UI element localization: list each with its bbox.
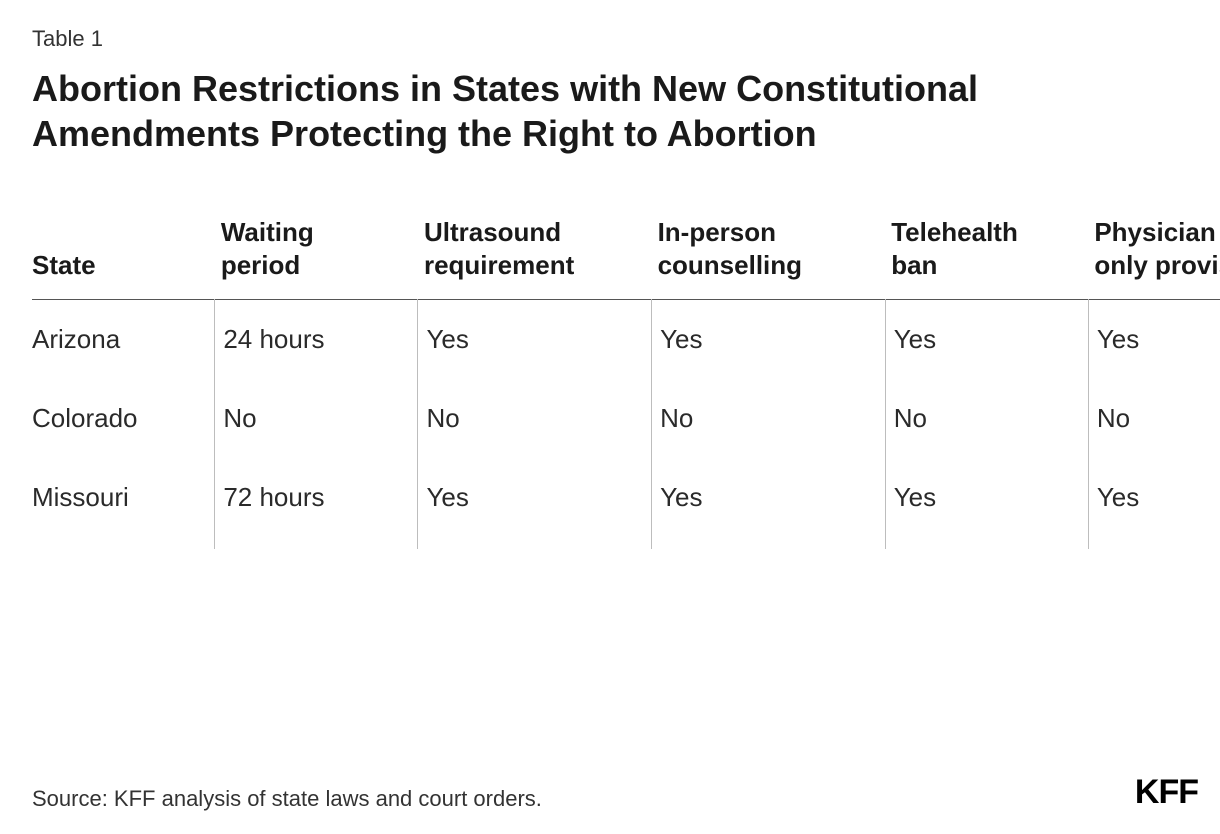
cell-physician: Yes xyxy=(1088,300,1220,380)
cell-state: Arizona xyxy=(32,300,215,380)
cell-state: Missouri xyxy=(32,458,215,549)
cell-ultrasound: No xyxy=(418,379,652,458)
cell-ultrasound: Yes xyxy=(418,458,652,549)
cell-physician: No xyxy=(1088,379,1220,458)
cell-state: Colorado xyxy=(32,379,215,458)
cell-in-person: No xyxy=(652,379,886,458)
col-header-waiting-period: Waiting period xyxy=(215,216,418,300)
cell-waiting-period: 24 hours xyxy=(215,300,418,380)
table-row: Arizona 24 hours Yes Yes Yes Yes xyxy=(32,300,1220,380)
cell-waiting-period: No xyxy=(215,379,418,458)
kff-logo: KFF xyxy=(1135,773,1198,812)
cell-telehealth: Yes xyxy=(885,458,1088,549)
col-header-physician-only: Physician only provision xyxy=(1088,216,1220,300)
cell-physician: Yes xyxy=(1088,458,1220,549)
table-number-label: Table 1 xyxy=(32,26,1220,52)
restrictions-table: State Waiting period Ultrasound requirem… xyxy=(32,216,1220,549)
cell-telehealth: No xyxy=(885,379,1088,458)
table-row: Colorado No No No No No xyxy=(32,379,1220,458)
col-header-ultrasound: Ultrasound requirement xyxy=(418,216,652,300)
col-header-telehealth-ban: Telehealth ban xyxy=(885,216,1088,300)
table-header-row: State Waiting period Ultrasound requirem… xyxy=(32,216,1220,300)
source-text: Source: KFF analysis of state laws and c… xyxy=(32,786,542,812)
table-row: Missouri 72 hours Yes Yes Yes Yes xyxy=(32,458,1220,549)
cell-waiting-period: 72 hours xyxy=(215,458,418,549)
col-header-state: State xyxy=(32,216,215,300)
cell-in-person: Yes xyxy=(652,300,886,380)
cell-telehealth: Yes xyxy=(885,300,1088,380)
col-header-in-person-counselling: In-person counselling xyxy=(652,216,886,300)
table-title: Abortion Restrictions in States with New… xyxy=(32,66,1132,156)
cell-ultrasound: Yes xyxy=(418,300,652,380)
cell-in-person: Yes xyxy=(652,458,886,549)
